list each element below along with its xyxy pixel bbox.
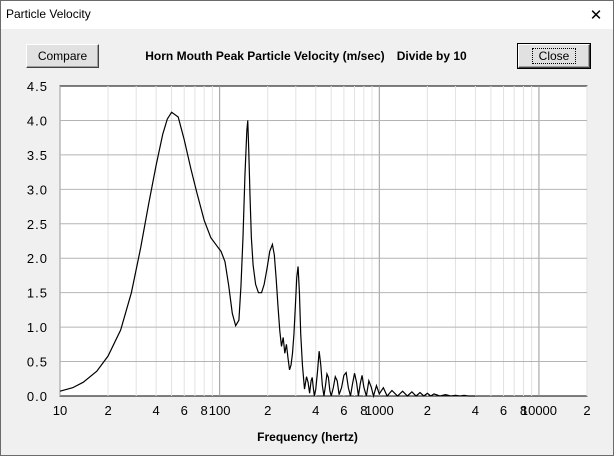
x-tick-label: 4 bbox=[312, 403, 319, 418]
compare-button[interactable]: Compare bbox=[26, 44, 99, 68]
y-tick-label: 4.0 bbox=[27, 113, 48, 128]
chart-title-row: Horn Mouth Peak Particle Velocity (m/sec… bbox=[121, 49, 491, 63]
x-tick-label: 8 bbox=[360, 403, 367, 418]
x-tick-label: 2 bbox=[583, 403, 590, 418]
y-tick-label: 0.5 bbox=[27, 355, 48, 370]
x-tick-label: 10000 bbox=[521, 403, 557, 418]
x-tick-label: 8 bbox=[520, 403, 527, 418]
x-tick-label: 4 bbox=[472, 403, 479, 418]
x-tick-label: 2 bbox=[424, 403, 431, 418]
x-tick-label: 10 bbox=[53, 403, 67, 418]
y-tick-label: 2.0 bbox=[27, 251, 48, 266]
y-tick-label: 1.0 bbox=[27, 320, 48, 335]
y-tick-label: 1.5 bbox=[27, 286, 48, 301]
x-tick-label: 2 bbox=[264, 403, 271, 418]
y-tick-label: 3.5 bbox=[27, 148, 48, 163]
close-button-label: Close bbox=[531, 48, 577, 64]
x-tick-label: 6 bbox=[340, 403, 347, 418]
x-tick-label: 1000 bbox=[365, 403, 394, 418]
velocity-series-line bbox=[59, 111, 476, 399]
y-tick-label: 3.0 bbox=[27, 182, 48, 197]
x-tick-label: 6 bbox=[181, 403, 188, 418]
chart-subtitle: Divide by 10 bbox=[396, 49, 467, 63]
y-tick-label: 2.5 bbox=[27, 217, 48, 232]
chart-title: Horn Mouth Peak Particle Velocity (m/sec… bbox=[145, 49, 385, 63]
x-tick-label: 4 bbox=[152, 403, 159, 418]
title-bar[interactable]: Particle Velocity ✕ bbox=[1, 1, 613, 29]
x-tick-label: 8 bbox=[201, 403, 208, 418]
window-close-icon[interactable]: ✕ bbox=[589, 7, 603, 24]
window-title: Particle Velocity bbox=[6, 7, 91, 21]
x-axis-label: Frequency (hertz) bbox=[257, 430, 358, 444]
plot-area bbox=[59, 85, 588, 397]
x-tick-label: 6 bbox=[500, 403, 507, 418]
y-tick-label: 4.5 bbox=[27, 79, 48, 94]
x-tick-label: 100 bbox=[209, 403, 231, 418]
x-tick-label: 2 bbox=[104, 403, 111, 418]
close-button[interactable]: Close bbox=[517, 43, 591, 69]
y-tick-label: 0.0 bbox=[27, 389, 48, 404]
